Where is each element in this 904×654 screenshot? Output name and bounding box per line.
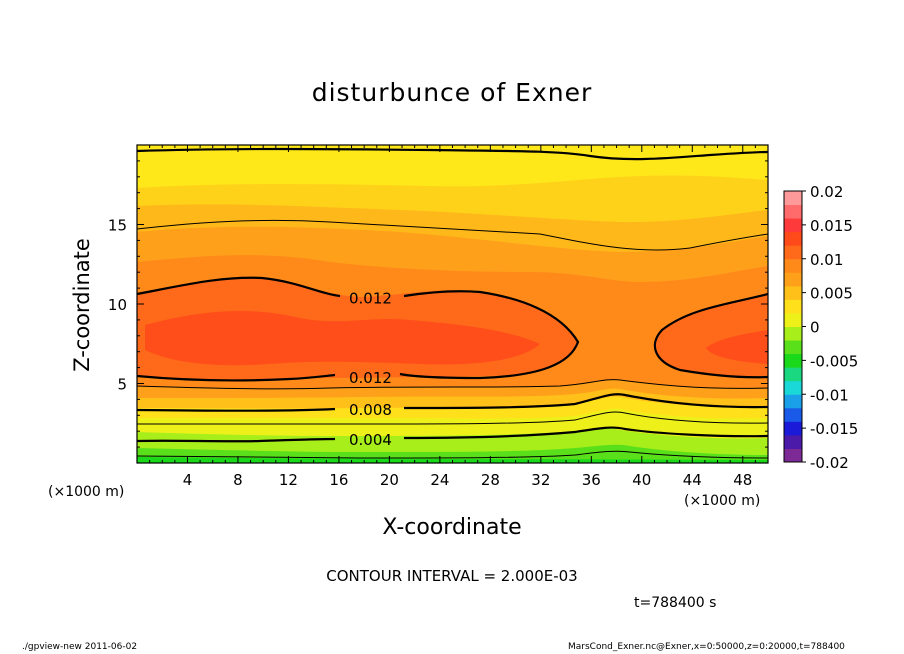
colorbar-segment: [784, 448, 802, 463]
contour-line-0.012-lower: [137, 373, 336, 382]
contour-line-0.010-lower: [137, 379, 768, 390]
colorbar-segment: [784, 407, 802, 422]
colorbar-tick-label: 0.02: [810, 183, 843, 201]
colorbar-segment: [784, 434, 802, 449]
chart-title: disturbunce of Exner: [311, 78, 593, 107]
colorbar-segment: [784, 312, 802, 327]
band-0.016-core: [145, 310, 540, 366]
contour-lines: [137, 147, 768, 459]
x-tick-label: 20: [380, 471, 399, 489]
x-tick-label: 48: [733, 471, 752, 489]
x-tick-label: 32: [531, 471, 550, 489]
colorbar-segment: [784, 394, 802, 409]
contour-interval-text: CONTOUR INTERVAL = 2.000E-03: [326, 567, 578, 585]
contour-line-top: [137, 147, 768, 161]
x-tick-label: 24: [430, 471, 449, 489]
colorbar-segment: [784, 326, 802, 341]
colorbar-segment: [784, 191, 802, 206]
contour-line-0.008-lower: [137, 393, 768, 412]
colorbar-tick-label: 0.005: [810, 285, 853, 303]
contour-label: 0.012: [349, 290, 392, 308]
contour-line-0.004-lower: [137, 426, 768, 443]
colorbar-tick-label: -0.02: [810, 454, 849, 472]
colorbar-tick-label: -0.015: [810, 420, 858, 438]
x-tick-label: 16: [329, 471, 348, 489]
x-tick-label: 36: [582, 471, 601, 489]
time-readout: t=788400 s: [634, 595, 717, 611]
contour-line-0.012-upper: [137, 276, 580, 380]
x-axis-ticks: 4 8 12 16 20 24 28 32 36 40 44 48: [149, 145, 756, 489]
y-tick-label: 10: [108, 296, 127, 314]
colorbar-tick-label: 0.01: [810, 251, 843, 269]
colorbar-segment: [784, 367, 802, 382]
colorbar-segment: [784, 272, 802, 287]
colorbar-segment: [784, 258, 802, 273]
contour-label: 0.008: [349, 401, 392, 419]
y-tick-label: 5: [117, 376, 127, 394]
colorbar: 0.02 0.015 0.01 0.005 0 -0.005 -0.01 -0.015 -0.0…: [783, 183, 858, 472]
x-tick-label: 40: [632, 471, 651, 489]
y-tick-label: 15: [108, 217, 127, 235]
x-unit-label-left: (×1000 m): [48, 484, 125, 500]
contour-line-0.006-lower: [137, 411, 768, 425]
y-axis-ticks: 5 10 15: [108, 160, 768, 448]
contour-line-0.014-upper: [137, 219, 768, 251]
colorbar-tick-label: -0.01: [810, 386, 849, 404]
contour-line-0.012-right: [653, 292, 768, 379]
colorbar-segment: [784, 218, 802, 233]
x-axis-label: X-coordinate: [382, 515, 522, 540]
colorbar-segment: [784, 340, 802, 355]
colorbar-tick-label: 0: [810, 319, 820, 337]
colorbar-segment: [784, 353, 802, 368]
filled-field: [137, 145, 768, 463]
band-0.016-right: [706, 330, 768, 364]
colorbar-tick-label: -0.005: [810, 352, 858, 370]
colorbar-segment: [784, 245, 802, 260]
footer-program-date: ./gpview-new 2011-06-02: [22, 642, 138, 652]
colorbar-segment: [784, 285, 802, 300]
colorbar-tick-label: 0.015: [810, 217, 853, 235]
footer-data-source: MarsCond_Exner.nc@Exner,x=0:50000,z=0:20…: [568, 642, 845, 652]
x-tick-label: 28: [481, 471, 500, 489]
x-tick-label: 12: [279, 471, 298, 489]
contour-label: 0.012: [349, 369, 392, 387]
contour-label: 0.004: [349, 431, 392, 449]
x-tick-label: 44: [683, 471, 702, 489]
colorbar-segment: [784, 299, 802, 314]
colorbar-segment: [784, 204, 802, 219]
contour-labels: 0.012 0.012 0.008 0.004: [349, 290, 392, 450]
colorbar-segment: [784, 380, 802, 395]
contour-line-0.002-lower: [137, 450, 768, 459]
colorbar-segment: [784, 421, 802, 436]
x-unit-label-right: (×1000 m): [684, 493, 761, 509]
colorbar-segment: [784, 231, 802, 246]
x-tick-label: 4: [183, 471, 193, 489]
x-tick-label: 8: [233, 471, 243, 489]
